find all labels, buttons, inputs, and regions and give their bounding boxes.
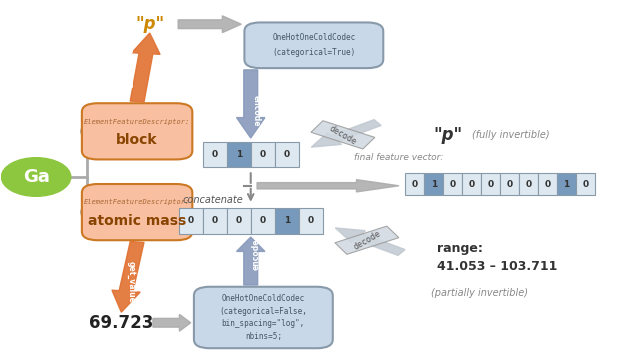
Bar	[424, 173, 443, 195]
FancyBboxPatch shape	[82, 103, 192, 159]
Text: 0: 0	[507, 179, 512, 189]
Bar	[538, 173, 557, 195]
Text: 69.723: 69.723	[89, 314, 153, 332]
Text: 0: 0	[283, 150, 290, 159]
Text: (fully invertible): (fully invertible)	[472, 130, 549, 140]
Text: 0: 0	[469, 179, 475, 189]
Text: OneHotOneColdCodec: OneHotOneColdCodec	[222, 294, 305, 303]
Text: ElementFeatureDescriptor:: ElementFeatureDescriptor:	[84, 119, 190, 125]
Text: (partially invertible): (partially invertible)	[430, 288, 527, 298]
Bar	[405, 173, 424, 195]
Text: encode: encode	[251, 238, 261, 270]
Text: 0: 0	[236, 216, 242, 225]
Bar	[519, 173, 538, 195]
Polygon shape	[236, 237, 265, 285]
Text: OneHotOneColdCodec: OneHotOneColdCodec	[272, 33, 356, 42]
Bar	[275, 142, 299, 167]
Text: 0: 0	[526, 179, 531, 189]
Bar	[557, 173, 576, 195]
Polygon shape	[81, 206, 87, 218]
Polygon shape	[153, 314, 191, 331]
Text: 0: 0	[411, 179, 418, 189]
Text: final feature vector:: final feature vector:	[354, 153, 444, 162]
Text: (categorical=True): (categorical=True)	[272, 48, 356, 57]
Bar	[462, 173, 481, 195]
Bar	[250, 142, 275, 167]
Text: 1: 1	[563, 179, 569, 189]
Bar	[227, 208, 250, 234]
Circle shape	[1, 158, 71, 196]
FancyBboxPatch shape	[245, 22, 384, 68]
Text: 0: 0	[260, 216, 266, 225]
Bar	[275, 208, 299, 234]
Polygon shape	[311, 121, 375, 149]
Text: "p": "p"	[135, 15, 164, 33]
Bar	[250, 208, 275, 234]
Text: 0: 0	[260, 150, 266, 159]
Text: 0: 0	[307, 216, 314, 225]
Text: decode: decode	[328, 124, 358, 146]
FancyBboxPatch shape	[194, 287, 333, 348]
Polygon shape	[335, 226, 399, 254]
Polygon shape	[311, 120, 381, 147]
Bar	[299, 208, 323, 234]
Polygon shape	[130, 33, 160, 102]
Polygon shape	[178, 16, 242, 33]
Text: encode: encode	[251, 95, 261, 127]
Text: categorical: categorical	[126, 40, 135, 88]
Text: bin_spacing="log",: bin_spacing="log",	[222, 319, 305, 328]
Text: block: block	[117, 133, 158, 147]
Text: ElementFeatureDescriptor:: ElementFeatureDescriptor:	[84, 199, 190, 205]
Text: 1: 1	[236, 150, 242, 159]
Polygon shape	[335, 228, 405, 256]
Bar	[227, 142, 250, 167]
FancyBboxPatch shape	[82, 184, 192, 240]
Text: "p": "p"	[434, 126, 463, 144]
Text: concatenate: concatenate	[183, 195, 243, 205]
Text: 0: 0	[488, 179, 494, 189]
Text: 0: 0	[212, 216, 218, 225]
Text: 0: 0	[188, 216, 194, 225]
Bar	[443, 173, 462, 195]
Text: 0: 0	[545, 179, 550, 189]
Bar	[203, 142, 227, 167]
Text: 1: 1	[283, 216, 290, 225]
Text: 0: 0	[450, 179, 456, 189]
Text: decode: decode	[352, 229, 382, 252]
Polygon shape	[81, 125, 87, 137]
Text: atomic mass: atomic mass	[88, 214, 186, 228]
Text: range:
41.053 – 103.711: range: 41.053 – 103.711	[437, 242, 557, 273]
Bar	[481, 173, 500, 195]
Bar	[576, 173, 595, 195]
Text: Ga: Ga	[23, 168, 49, 186]
Text: 1: 1	[430, 179, 437, 189]
Text: (categorical=False,: (categorical=False,	[219, 307, 307, 316]
Polygon shape	[112, 241, 144, 312]
Text: nbins=5;: nbins=5;	[245, 332, 282, 341]
Bar	[179, 208, 203, 234]
Polygon shape	[257, 179, 399, 192]
Bar	[500, 173, 519, 195]
Text: 0: 0	[582, 179, 588, 189]
Text: get_value: get_value	[126, 261, 136, 302]
Text: 0: 0	[212, 150, 218, 159]
Polygon shape	[236, 70, 265, 138]
Bar	[203, 208, 227, 234]
